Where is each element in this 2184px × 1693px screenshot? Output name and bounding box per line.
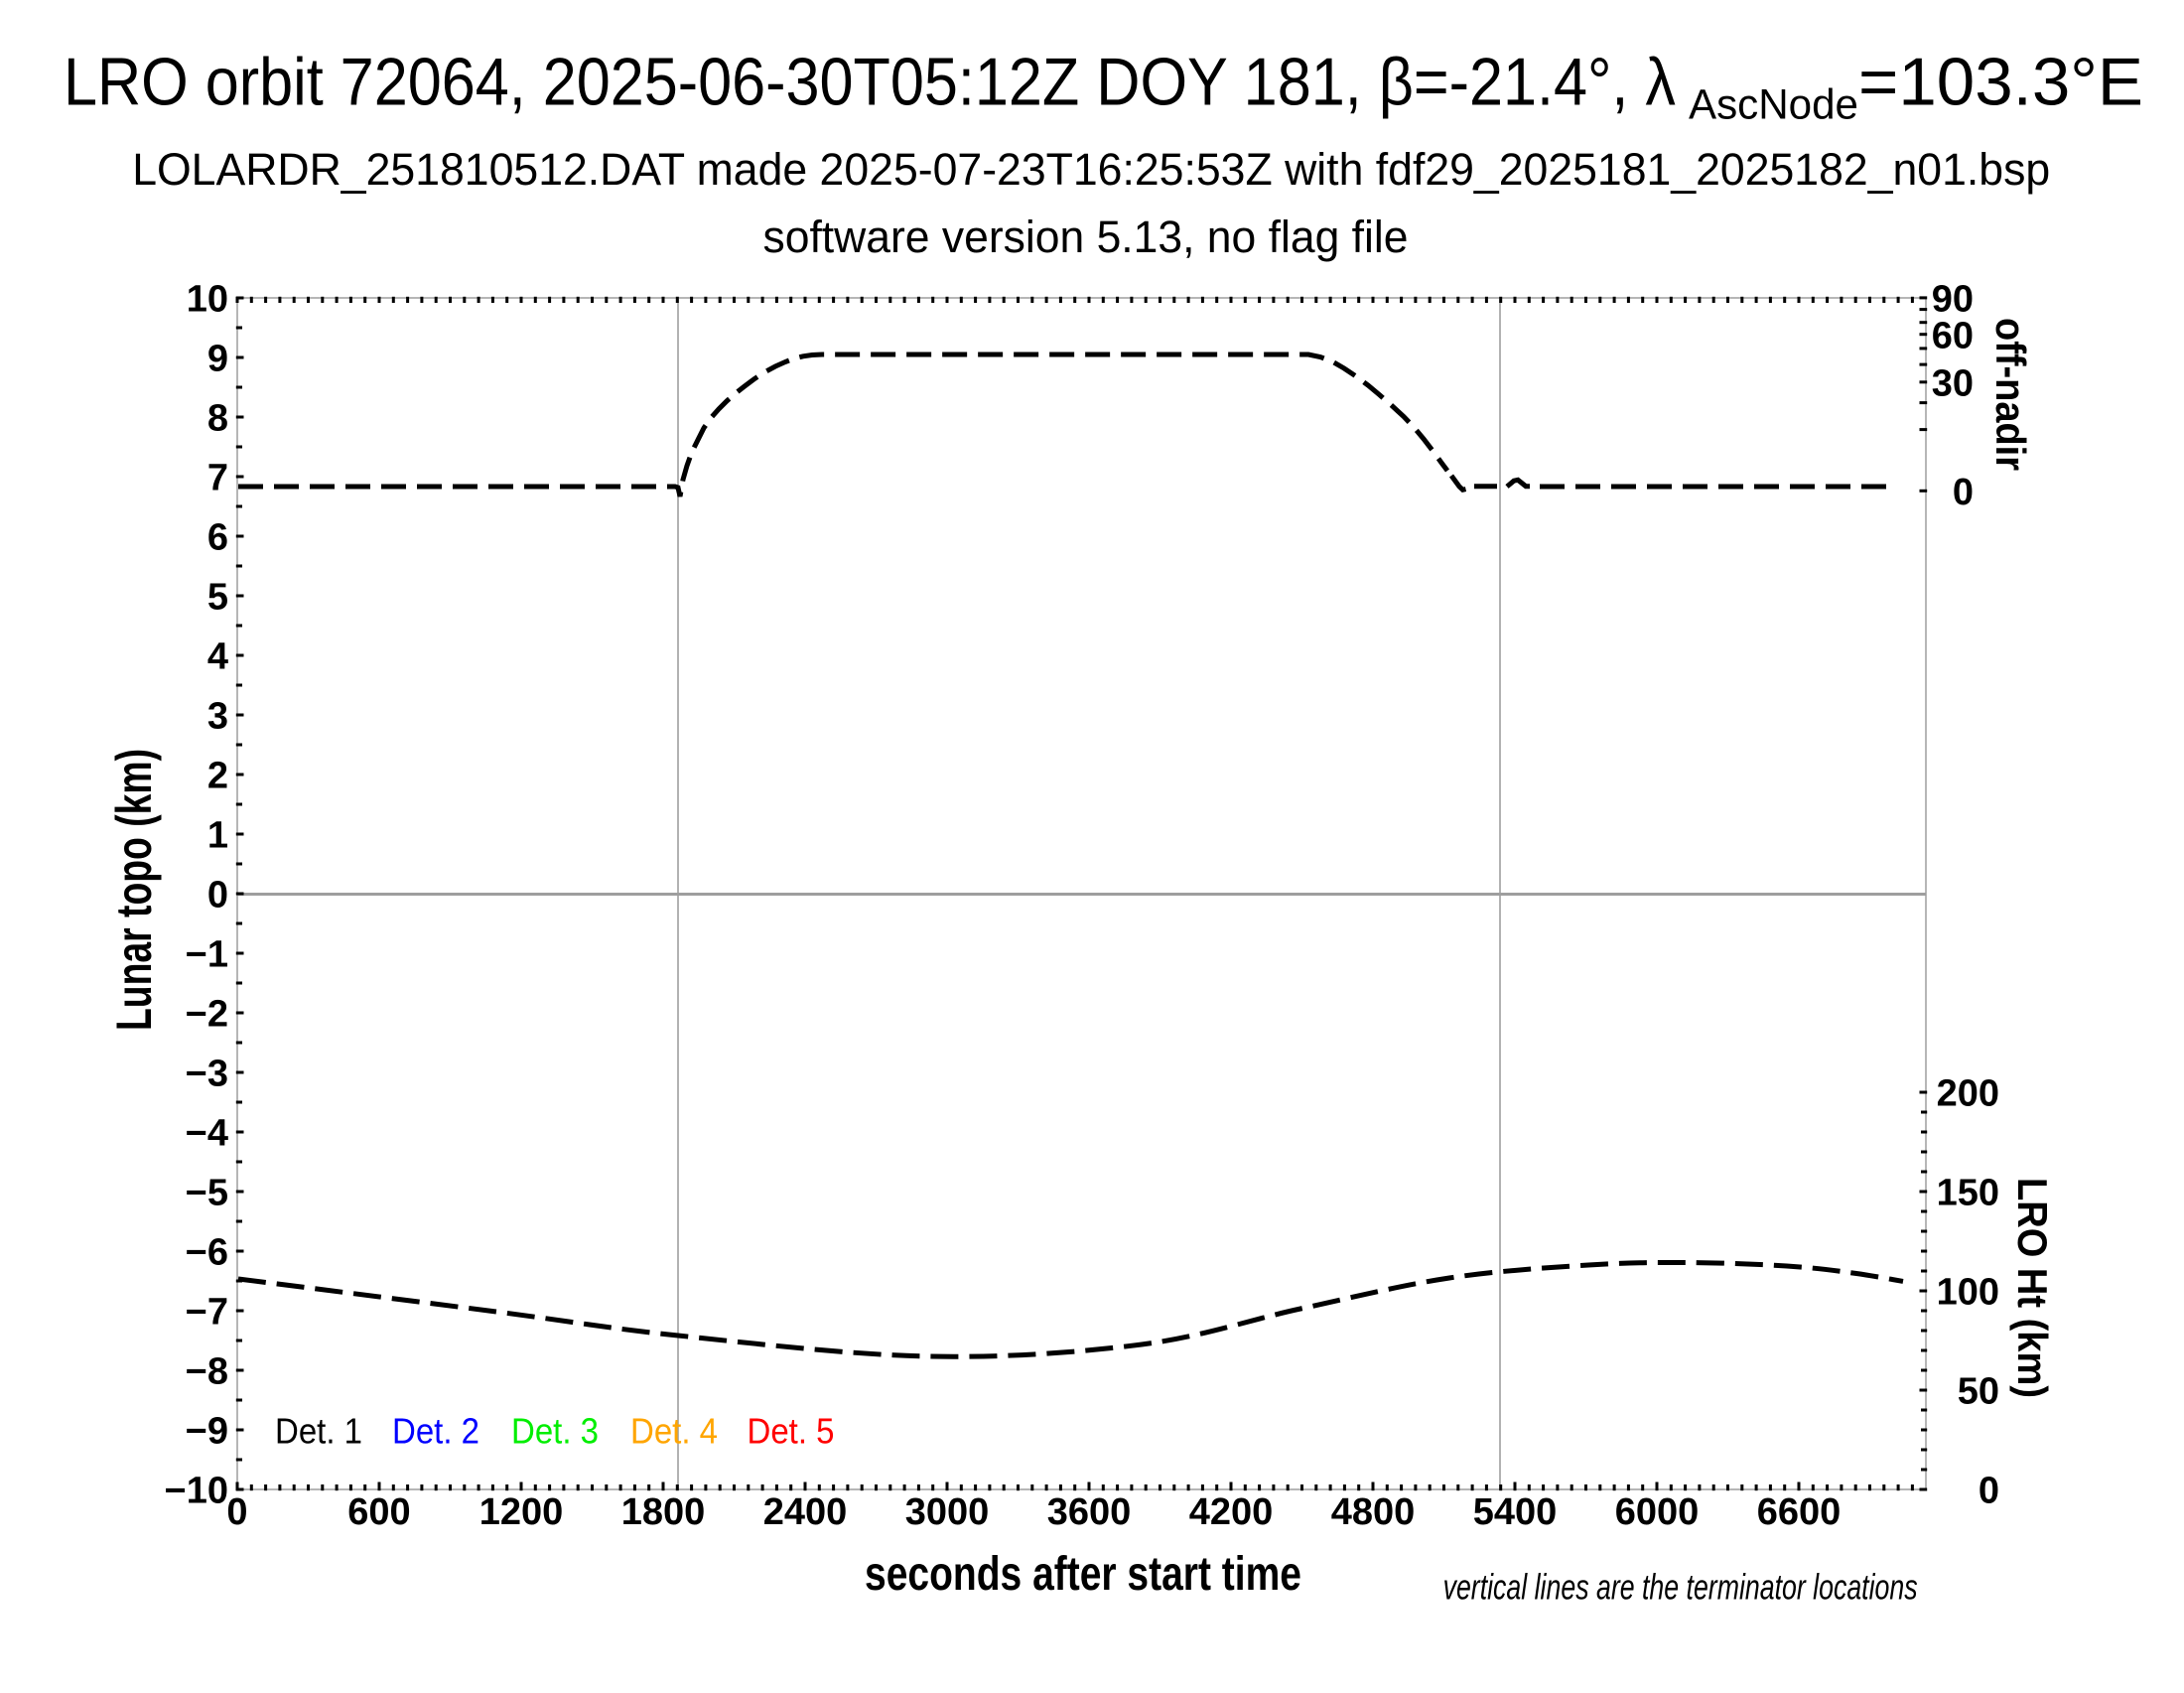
- svg-text:90: 90: [1932, 279, 1974, 321]
- svg-text:5400: 5400: [1473, 1491, 1558, 1533]
- svg-text:vertical lines are the termina: vertical lines are the terminator locati…: [1443, 1567, 1918, 1608]
- svg-text:1800: 1800: [621, 1491, 706, 1533]
- svg-text:−7: −7: [186, 1292, 228, 1334]
- svg-text:6600: 6600: [1757, 1491, 1842, 1533]
- svg-text:−9: −9: [186, 1411, 228, 1453]
- svg-text:Det. 3: Det. 3: [511, 1411, 599, 1452]
- svg-text:7: 7: [207, 458, 228, 499]
- svg-text:3000: 3000: [905, 1491, 990, 1533]
- svg-text:−8: −8: [186, 1351, 228, 1393]
- svg-text:=103.3°E: =103.3°E: [1858, 45, 2143, 120]
- svg-text:−3: −3: [186, 1054, 228, 1095]
- svg-text:off-nadir: off-nadir: [1987, 318, 2034, 471]
- svg-text:150: 150: [1937, 1173, 1999, 1214]
- svg-text:0: 0: [1953, 472, 1974, 513]
- svg-text:seconds after start time: seconds after start time: [865, 1548, 1301, 1601]
- svg-text:LRO Ht (km): LRO Ht (km): [2009, 1178, 2056, 1398]
- svg-text:100: 100: [1937, 1272, 1999, 1314]
- svg-text:1: 1: [207, 815, 228, 857]
- svg-text:60: 60: [1932, 315, 1974, 356]
- svg-text:3600: 3600: [1047, 1491, 1132, 1533]
- svg-text:−2: −2: [186, 994, 228, 1036]
- svg-text:2: 2: [207, 756, 228, 797]
- svg-text:2400: 2400: [763, 1491, 848, 1533]
- svg-text:8: 8: [207, 398, 228, 440]
- svg-text:4200: 4200: [1189, 1491, 1274, 1533]
- svg-text:0: 0: [207, 875, 228, 917]
- svg-text:−10: −10: [165, 1471, 228, 1512]
- svg-text:0: 0: [226, 1491, 247, 1533]
- svg-text:4: 4: [207, 636, 228, 678]
- svg-text:10: 10: [187, 279, 228, 321]
- svg-text:LRO orbit 72064, 2025-06-30T05: LRO orbit 72064, 2025-06-30T05:12Z DOY 1…: [64, 45, 1676, 120]
- svg-text:200: 200: [1937, 1073, 1999, 1115]
- svg-text:−5: −5: [186, 1173, 228, 1214]
- svg-text:6000: 6000: [1615, 1491, 1700, 1533]
- svg-text:−4: −4: [186, 1113, 228, 1155]
- svg-text:600: 600: [347, 1491, 410, 1533]
- svg-text:Det. 4: Det. 4: [630, 1411, 718, 1452]
- svg-text:Det. 1: Det. 1: [275, 1411, 362, 1452]
- svg-text:AscNode: AscNode: [1689, 81, 1858, 129]
- svg-text:Det. 5: Det. 5: [748, 1411, 835, 1452]
- svg-text:Det. 2: Det. 2: [392, 1411, 479, 1452]
- svg-text:LOLARDR_251810512.DAT made 202: LOLARDR_251810512.DAT made 2025-07-23T16…: [132, 144, 2050, 195]
- svg-text:0: 0: [1979, 1471, 1999, 1512]
- svg-text:3: 3: [207, 696, 228, 738]
- svg-text:Lunar topo (km): Lunar topo (km): [106, 749, 162, 1031]
- svg-text:6: 6: [207, 517, 228, 559]
- svg-text:−6: −6: [186, 1232, 228, 1274]
- svg-text:50: 50: [1958, 1371, 1999, 1413]
- svg-text:30: 30: [1932, 363, 1974, 405]
- svg-text:9: 9: [207, 339, 228, 380]
- svg-text:4800: 4800: [1331, 1491, 1416, 1533]
- svg-text:−1: −1: [186, 934, 228, 976]
- svg-text:software version 5.13, no flag: software version 5.13, no flag file: [763, 212, 1409, 262]
- svg-text:1200: 1200: [479, 1491, 564, 1533]
- svg-text:5: 5: [207, 577, 228, 619]
